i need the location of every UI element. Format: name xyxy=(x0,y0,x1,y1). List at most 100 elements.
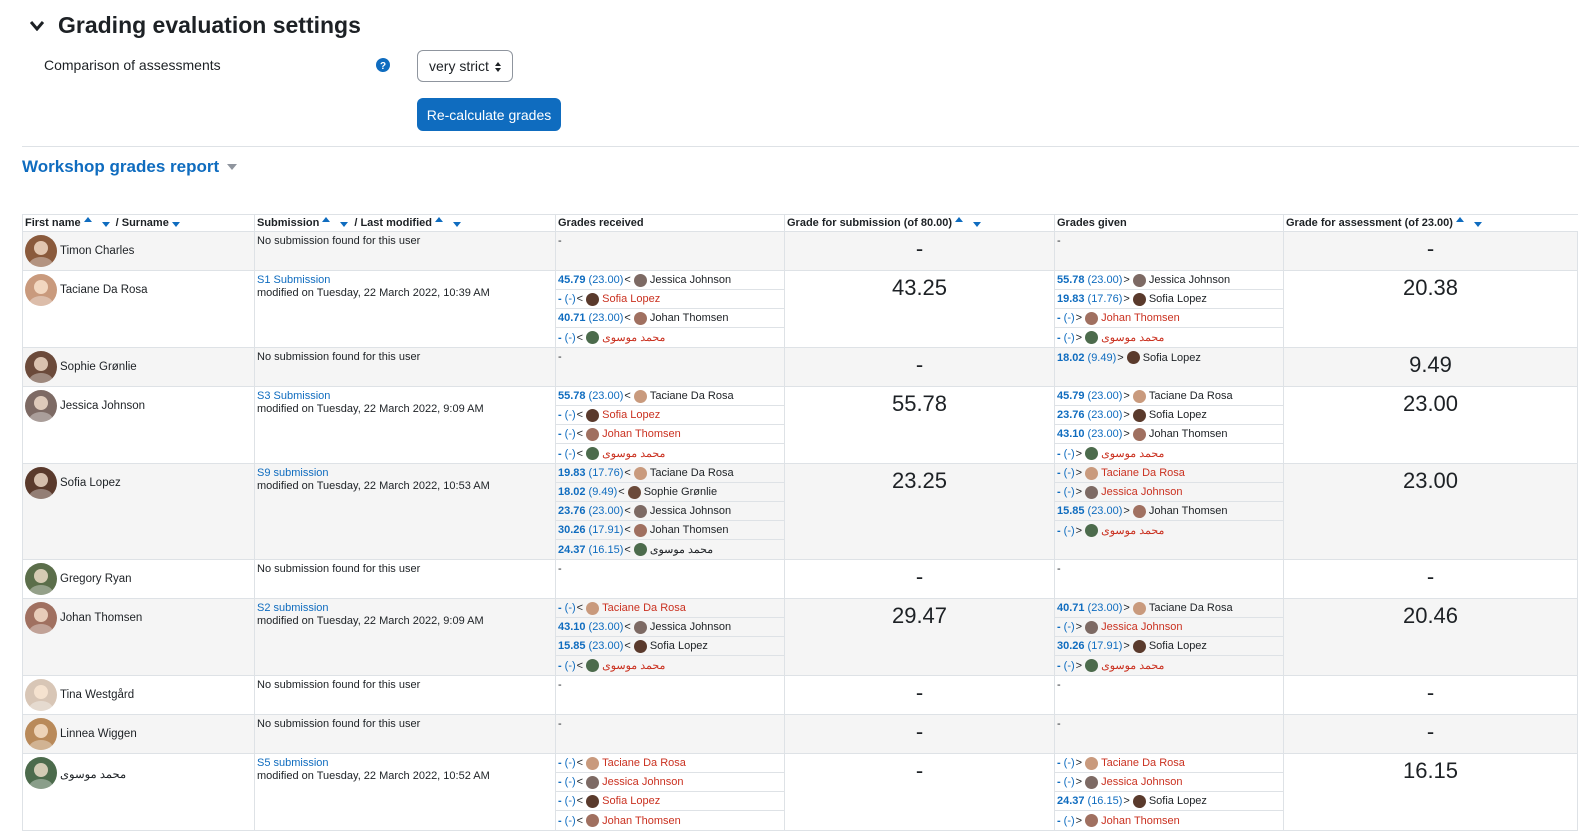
peer-name[interactable]: Sofia Lopez xyxy=(602,293,661,305)
peer-name[interactable]: Sophie Grønlie xyxy=(643,486,718,498)
avatar[interactable] xyxy=(25,351,57,383)
grade-value-link[interactable]: - xyxy=(558,331,562,344)
submission-link[interactable]: S5 submission xyxy=(257,757,329,769)
sort-submission[interactable]: Submission xyxy=(257,217,320,229)
grade-value-link[interactable]: - xyxy=(558,795,562,807)
sort-first-name[interactable]: First name xyxy=(25,217,81,229)
peer-name[interactable]: Jessica Johnson xyxy=(602,776,684,788)
grade-value-link[interactable]: 19.83 xyxy=(1057,293,1085,305)
grade-value-link[interactable]: - xyxy=(1057,621,1061,633)
peer-name[interactable]: Johan Thomsen xyxy=(649,312,729,324)
peer-name[interactable]: Sofia Lopez xyxy=(649,640,708,652)
grade-value-link[interactable]: - xyxy=(558,293,562,305)
participant-name[interactable]: Taciane Da Rosa xyxy=(60,284,148,296)
peer-name[interactable]: Taciane Da Rosa xyxy=(602,602,686,614)
grade-value-link[interactable]: 15.85 xyxy=(1057,505,1085,517)
peer-name[interactable]: Sofia Lopez xyxy=(1148,293,1207,305)
grade-value-link[interactable]: 55.78 xyxy=(1057,274,1085,286)
submission-link[interactable]: S1 Submission xyxy=(257,274,331,286)
peer-name[interactable]: Taciane Da Rosa xyxy=(1148,390,1233,402)
avatar[interactable] xyxy=(25,679,57,711)
grade-value-link[interactable]: 55.78 xyxy=(558,390,586,402)
grade-value-link[interactable]: - xyxy=(558,659,562,672)
grade-value-link[interactable]: - xyxy=(558,428,562,440)
peer-name[interactable]: محمد موسوی xyxy=(1101,660,1165,672)
avatar[interactable] xyxy=(25,563,57,595)
sort-asc-icon[interactable] xyxy=(434,217,443,222)
sort-asc-icon[interactable] xyxy=(83,217,92,222)
grade-value-link[interactable]: 23.76 xyxy=(1057,409,1085,421)
peer-name[interactable]: Jessica Johnson xyxy=(1101,621,1183,633)
peer-name[interactable]: محمد موسوی xyxy=(1101,525,1165,537)
sort-desc-icon[interactable] xyxy=(101,222,110,227)
grade-value-link[interactable]: - xyxy=(558,409,562,421)
grade-value-link[interactable]: - xyxy=(1057,447,1061,460)
peer-name[interactable]: محمد موسوی xyxy=(602,332,666,344)
peer-name[interactable]: محمد موسوی xyxy=(602,660,666,672)
avatar[interactable] xyxy=(25,390,57,422)
submission-link[interactable]: S2 submission xyxy=(257,602,329,614)
grade-value-link[interactable]: - xyxy=(1057,659,1061,672)
grade-value-link[interactable]: 15.85 xyxy=(558,640,586,652)
participant-name[interactable]: Jessica Johnson xyxy=(60,400,146,412)
grade-value-link[interactable]: 24.37 xyxy=(1057,795,1085,807)
participant-name[interactable]: Johan Thomsen xyxy=(60,612,143,624)
grade-value-link[interactable]: - xyxy=(1057,467,1061,479)
grade-value-link[interactable]: 24.37 xyxy=(558,543,586,556)
help-icon[interactable]: ? xyxy=(376,58,390,72)
grade-value-link[interactable]: 43.10 xyxy=(1057,428,1085,440)
grade-value-link[interactable]: 19.83 xyxy=(558,467,586,479)
sort-asc-icon[interactable] xyxy=(1455,217,1464,222)
peer-name[interactable]: Jessica Johnson xyxy=(649,274,732,286)
sort-desc-icon[interactable] xyxy=(340,222,349,227)
recalculate-grades-button[interactable]: Re-calculate grades xyxy=(417,98,561,131)
avatar[interactable] xyxy=(25,467,57,499)
peer-name[interactable]: Sofia Lopez xyxy=(1148,640,1207,652)
peer-name[interactable]: Johan Thomsen xyxy=(1148,428,1228,440)
grade-value-link[interactable]: - xyxy=(1057,486,1061,498)
grade-value-link[interactable]: 30.26 xyxy=(1057,640,1085,652)
participant-name[interactable]: Tina Westgård xyxy=(60,689,135,701)
grade-value-link[interactable]: - xyxy=(1057,776,1061,788)
peer-name[interactable]: Jessica Johnson xyxy=(649,505,732,517)
peer-name[interactable]: Jessica Johnson xyxy=(1101,486,1183,498)
avatar[interactable] xyxy=(25,757,57,789)
avatar[interactable] xyxy=(25,274,57,306)
sort-grade-assessment[interactable]: Grade for assessment (of 23.00) xyxy=(1286,217,1453,229)
peer-name[interactable]: Jessica Johnson xyxy=(1101,776,1183,788)
peer-name[interactable]: Johan Thomsen xyxy=(602,428,681,440)
peer-name[interactable]: Johan Thomsen xyxy=(1148,505,1228,517)
grade-value-link[interactable]: 30.26 xyxy=(558,524,586,536)
participant-name[interactable]: Sofia Lopez xyxy=(60,477,121,489)
sort-desc-icon[interactable] xyxy=(171,222,180,227)
participant-name[interactable]: محمد موسوی xyxy=(60,769,127,781)
grade-value-link[interactable]: 18.02 xyxy=(1057,351,1085,364)
peer-name[interactable]: Johan Thomsen xyxy=(1101,312,1180,324)
comparison-select[interactable]: very strict xyxy=(417,50,513,82)
chevron-down-icon[interactable] xyxy=(26,15,48,37)
submission-link[interactable]: S3 Submission xyxy=(257,390,331,402)
peer-name[interactable]: Taciane Da Rosa xyxy=(602,757,686,769)
grade-value-link[interactable]: 23.76 xyxy=(558,505,586,517)
grade-value-link[interactable]: 43.10 xyxy=(558,621,586,633)
submission-link[interactable]: S9 submission xyxy=(257,467,329,479)
peer-name[interactable]: Taciane Da Rosa xyxy=(1101,757,1185,769)
sort-desc-icon[interactable] xyxy=(452,222,461,227)
peer-name[interactable]: محمد موسوی xyxy=(1101,332,1165,344)
peer-name[interactable]: Taciane Da Rosa xyxy=(649,467,734,479)
peer-name[interactable]: Sofia Lopez xyxy=(1148,409,1207,421)
participant-name[interactable]: Sophie Grønlie xyxy=(60,361,137,373)
peer-name[interactable]: Sofia Lopez xyxy=(1142,351,1201,364)
participant-name[interactable]: Linnea Wiggen xyxy=(60,728,137,740)
peer-name[interactable]: محمد موسوی xyxy=(649,544,714,556)
grade-value-link[interactable]: - xyxy=(558,757,562,769)
sort-asc-icon[interactable] xyxy=(955,217,964,222)
grade-value-link[interactable]: 40.71 xyxy=(1057,602,1085,614)
participant-name[interactable]: Gregory Ryan xyxy=(60,573,132,585)
grade-value-link[interactable]: - xyxy=(558,602,562,614)
grade-value-link[interactable]: - xyxy=(1057,331,1061,344)
avatar[interactable] xyxy=(25,718,57,750)
grade-value-link[interactable]: - xyxy=(558,776,562,788)
grade-value-link[interactable]: - xyxy=(1057,312,1061,324)
peer-name[interactable]: Sofia Lopez xyxy=(1148,795,1207,807)
